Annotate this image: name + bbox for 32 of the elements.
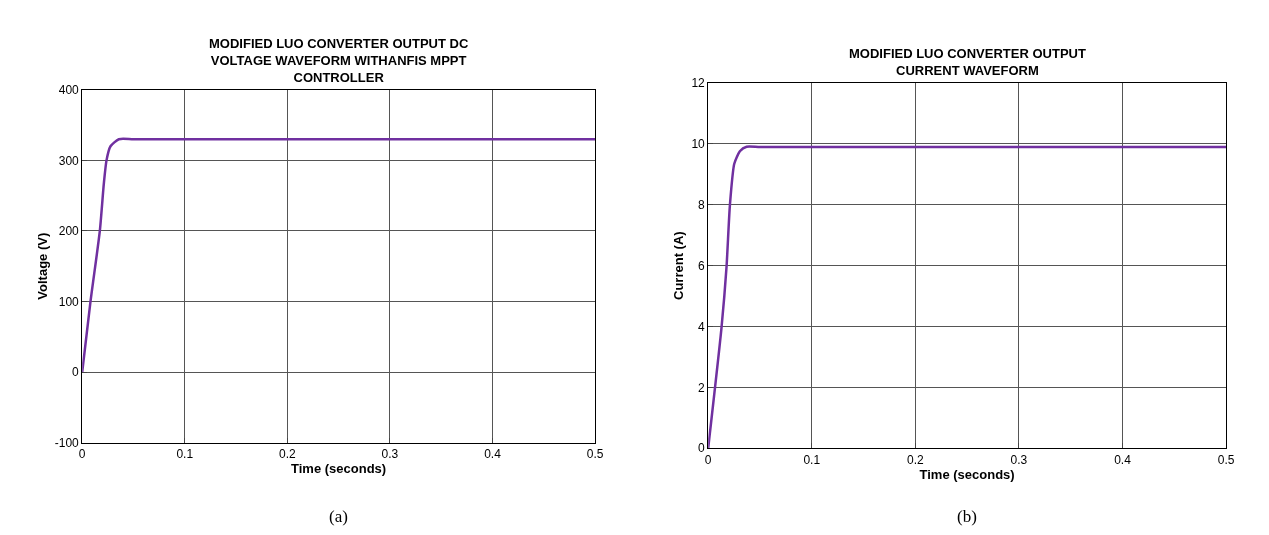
y-tick-label: 400: [58, 83, 80, 98]
x-tick-label: 0.2: [906, 452, 924, 467]
x-tick-label: 0.3: [381, 446, 399, 461]
x-tick-label: 0.4: [484, 446, 502, 461]
y-axis-title: Current (A): [671, 231, 687, 300]
x-tick-label: 0.3: [1010, 452, 1028, 467]
x-axis-title: Time (seconds): [919, 466, 1015, 482]
y-tick-label: 12: [691, 76, 706, 91]
y-tick-label: 8: [698, 198, 706, 213]
x-tick-label: 0.2: [278, 446, 296, 461]
y-tick-label: -100: [54, 435, 80, 450]
x-tick-label: 0.5: [586, 446, 604, 461]
text: (a): [329, 507, 348, 526]
line-series: [708, 145, 1227, 449]
x-tick-label: 0.1: [176, 446, 194, 461]
y-tick-label: 100: [58, 294, 80, 309]
x-axis-title: Time (seconds): [291, 460, 387, 476]
y-tick-label: 2: [698, 380, 706, 395]
y-axis-title: Voltage (V): [34, 232, 50, 300]
x-tick-label: 0.1: [803, 452, 821, 467]
y-tick-label: 4: [698, 319, 706, 334]
y-tick-label: 0: [72, 365, 80, 380]
chart-title: MODIFIED LUO CONVERTER OUTPUT DC VOLTAGE WAVEFORM WITHANFIS MPPT CONTROLLER: [209, 36, 469, 85]
line-series: [82, 137, 596, 374]
y-tick-label: 10: [691, 137, 706, 152]
x-tick-label: 0.5: [1217, 452, 1235, 467]
chart-title: MODIFIED LUO CONVERTER OUTPUT CURRENT WAVEFORM: [849, 46, 1086, 78]
y-tick-label: 6: [698, 258, 706, 273]
text: (b): [957, 507, 977, 526]
y-tick-label: 300: [58, 153, 80, 168]
x-tick-label: 0.4: [1114, 452, 1132, 467]
y-tick-label: 200: [58, 224, 80, 239]
